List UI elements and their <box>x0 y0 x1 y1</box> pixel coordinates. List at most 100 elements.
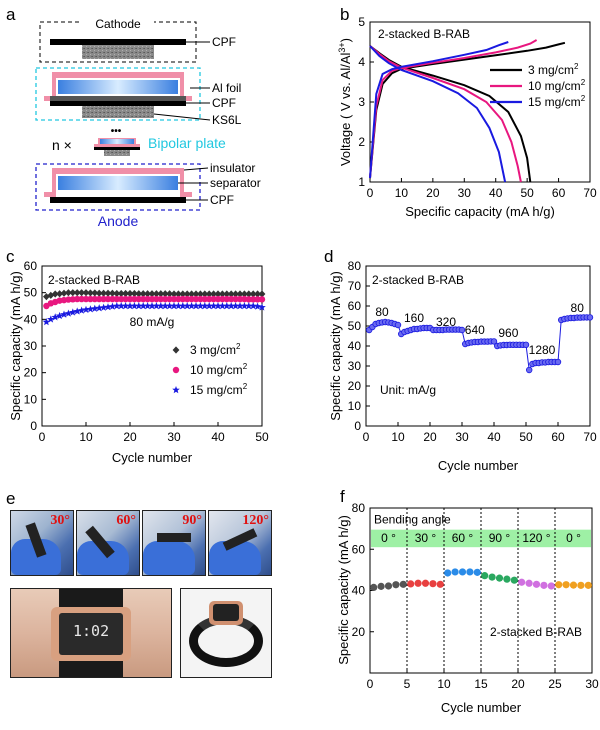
chart-c-point-2 <box>249 302 257 310</box>
chart-f-point-4 <box>532 580 541 588</box>
chart-c-point-0 <box>109 289 116 297</box>
chart-c-point-1 <box>188 295 195 303</box>
chart-d-rate-label-5: 1280 <box>529 343 556 357</box>
chart-c-point-2 <box>47 315 55 323</box>
chart-f-segment-label-0: 0 ° <box>381 531 396 545</box>
x-tick-label: 50 <box>255 430 269 444</box>
chart-c-point-2 <box>258 303 266 311</box>
chart-c-ticks: 0 10 20 30 40 50 0 10 20 30 40 50 60 <box>24 259 269 444</box>
chart-b-line-charge-2 <box>369 41 509 179</box>
chart-c-legend-marker-2 <box>172 386 180 394</box>
chart-c-point-1 <box>245 296 252 303</box>
x-tick-label: 50 <box>519 430 533 444</box>
label-anode: Anode <box>98 213 139 229</box>
y-tick-label: 20 <box>24 366 38 380</box>
chart-c-point-1 <box>254 296 261 303</box>
chart-f-point-4 <box>540 581 548 589</box>
x-tick-label: 40 <box>489 186 503 200</box>
chart-c-point-2 <box>231 302 240 310</box>
y-tick-label: 50 <box>348 319 362 333</box>
chart-c-point-1 <box>135 295 142 303</box>
anode-cpf <box>50 197 186 203</box>
chart-d-rate-label-2: 320 <box>436 315 456 329</box>
chart-c-point-2 <box>223 302 231 310</box>
chart-c-point-2 <box>183 302 191 310</box>
chart-c-point-0 <box>157 290 165 298</box>
y-tick-label: 10 <box>348 399 362 413</box>
chart-c-point-1 <box>140 295 147 303</box>
photo-bent-watch <box>180 588 272 678</box>
x-tick-label: 60 <box>551 430 565 444</box>
chart-c-series <box>42 289 266 326</box>
chart-c-point-0 <box>249 290 257 298</box>
chart-c-point-0 <box>254 290 261 298</box>
chart-d-ticks: 0 10 20 30 40 50 60 70 0 10 20 30 40 50 60 70 80 <box>348 259 597 444</box>
chart-c-point-0 <box>223 290 231 298</box>
chart-c-point-2 <box>51 313 59 321</box>
chart-c-point-2 <box>108 302 117 310</box>
photo-bend-90: 90° <box>142 510 206 576</box>
chart-f-point-3 <box>495 574 504 582</box>
chart-f-point-4 <box>518 578 526 586</box>
chart-c-point-0 <box>232 290 239 298</box>
chart-c-point-2 <box>192 302 200 310</box>
chart-c-point-0 <box>117 289 125 298</box>
label-bipolar-plate: Bipolar plate <box>148 135 226 151</box>
chart-c-point-1 <box>228 295 235 303</box>
chart-c-point-0 <box>192 290 200 298</box>
y-tick-label: 4 <box>358 55 365 69</box>
chart-c-point-2 <box>253 302 262 310</box>
chart-c-point-0 <box>122 289 129 298</box>
chart-f-point-0 <box>384 582 393 590</box>
chart-c-point-2 <box>104 303 112 311</box>
y-tick-label: 20 <box>348 379 362 393</box>
x-tick-label: 40 <box>211 430 225 444</box>
x-tick-label: 70 <box>583 430 597 444</box>
panel-c-chart: c 2-stacked B-RAB 80 mA/g 0 10 20 30 40 50 0 10… <box>6 247 269 465</box>
chart-c-point-2 <box>95 304 103 312</box>
chart-f-point-1 <box>407 580 415 588</box>
label-ks6l: KS6L <box>212 113 242 127</box>
chart-c-point-2 <box>179 302 187 310</box>
chart-c-point-1 <box>122 295 129 303</box>
y-tick-label: 80 <box>352 501 366 515</box>
x-tick-label: 20 <box>423 430 437 444</box>
chart-f-band-title: Bending angle <box>374 512 451 526</box>
label-insulator: insulator <box>210 161 255 175</box>
chart-c-point-1 <box>96 295 103 303</box>
watch-screen <box>59 613 123 655</box>
anode-separator <box>58 176 178 190</box>
chart-c-point-2 <box>245 302 253 310</box>
photo-bend-60: 60° <box>76 510 140 576</box>
chart-f-ylabel: Specific capacity (mA h/g) <box>336 515 351 665</box>
chart-f-band-fill <box>371 529 591 548</box>
mini-ks6l <box>104 150 130 156</box>
chart-b-legend-label-1: 10 mg/cm2 <box>528 78 586 93</box>
chart-c-point-1 <box>113 295 121 303</box>
chart-c-point-2 <box>165 302 174 310</box>
photo-bend-120: 120° <box>208 510 272 576</box>
chart-c-point-2 <box>205 302 213 310</box>
chart-f-point-3 <box>481 572 489 580</box>
hand-glove-shape <box>143 541 195 575</box>
panel-a-schematic: a Cathode CPF Al foil CPF KS6L n × ••• B… <box>6 5 261 229</box>
chart-c-point-0 <box>131 289 138 298</box>
chart-c-point-0 <box>95 289 103 297</box>
chart-d-frame <box>365 265 591 427</box>
chart-f-point-3 <box>503 575 511 583</box>
chart-c-point-2 <box>126 302 134 310</box>
x-tick-label: 0 <box>367 186 374 200</box>
chart-f-point-1 <box>421 579 430 587</box>
bipolar-ks6l <box>82 106 154 118</box>
y-tick-label: 40 <box>348 339 362 353</box>
chart-c-point-1 <box>82 295 90 303</box>
y-tick-label: 50 <box>24 286 38 300</box>
bipolar-al-foil <box>50 96 186 101</box>
chart-c-point-1 <box>192 295 200 303</box>
chart-c-point-2 <box>196 302 205 310</box>
chart-f-segment-label-4: 120 ° <box>522 531 550 545</box>
chart-c-point-1 <box>157 295 164 303</box>
chart-c-point-0 <box>166 290 173 298</box>
chart-c-point-0 <box>153 290 160 298</box>
panel-letter-a: a <box>6 5 16 24</box>
